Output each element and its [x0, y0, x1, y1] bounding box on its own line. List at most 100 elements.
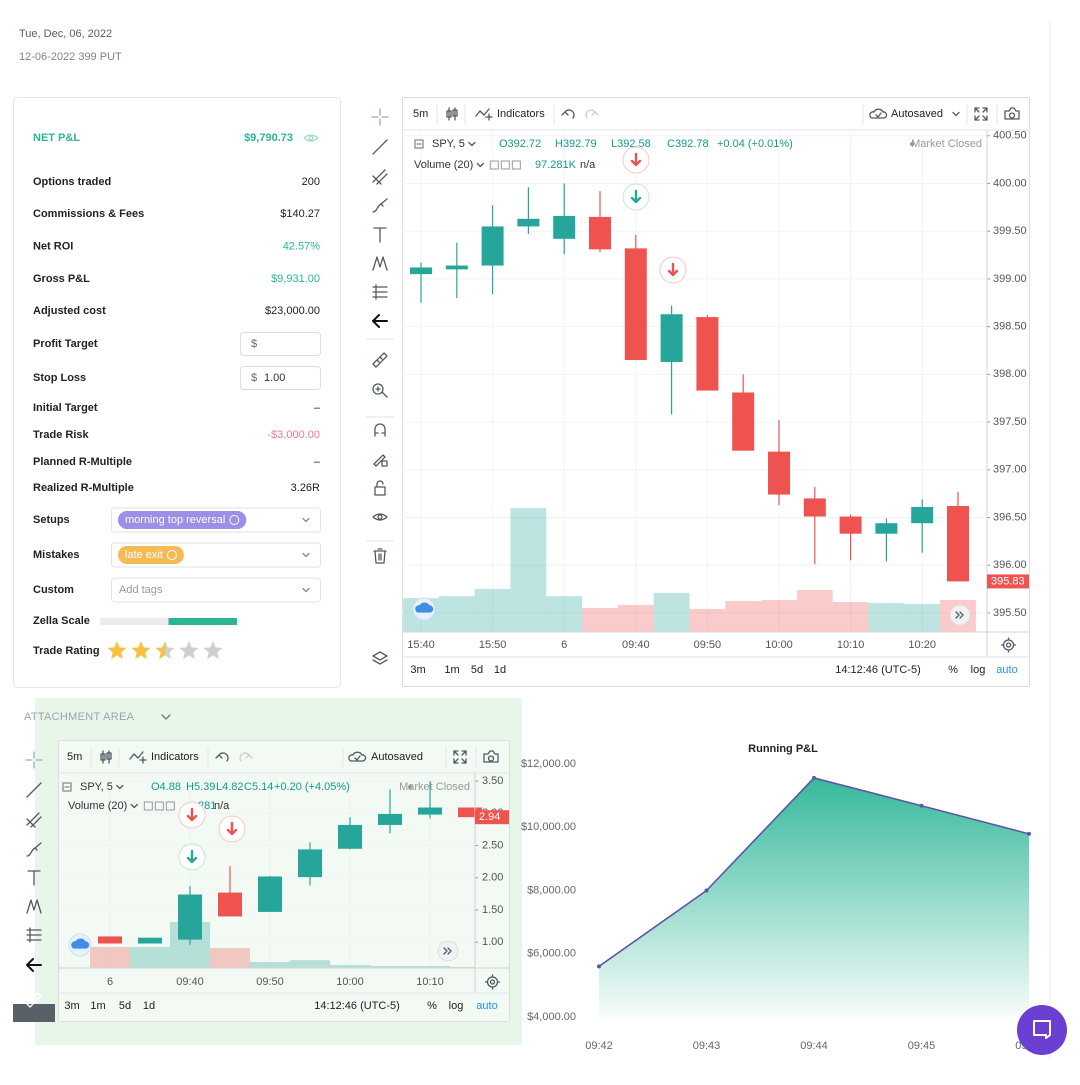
- scroll-badge[interactable]: [949, 604, 971, 626]
- stats-card: [13, 97, 341, 688]
- autosaved-button[interactable]: Autosaved: [371, 751, 423, 763]
- camera-icon[interactable]: [1004, 107, 1020, 120]
- tool-zoom[interactable]: [372, 383, 388, 398]
- tool-text[interactable]: [373, 227, 387, 243]
- tool-fib[interactable]: [26, 927, 42, 943]
- interval-button[interactable]: 5m: [67, 751, 82, 763]
- tool-brush[interactable]: [372, 198, 388, 213]
- autosaved-button[interactable]: Autosaved: [891, 108, 943, 120]
- interval-button[interactable]: 5m: [413, 108, 428, 120]
- undo-icon[interactable]: [215, 752, 229, 762]
- tag-remove[interactable]: [166, 550, 177, 560]
- scale-option[interactable]: %: [427, 1000, 437, 1012]
- y-tick-label: 399.50: [993, 225, 1027, 237]
- last-price-label: 395.83: [991, 575, 1025, 587]
- scale-option[interactable]: %: [948, 664, 958, 676]
- tool-cross[interactable]: [25, 751, 43, 769]
- scroll-badge[interactable]: [437, 940, 459, 962]
- tool-back[interactable]: [26, 958, 42, 972]
- range-button[interactable]: 5d: [471, 664, 483, 676]
- volume-extra: n/a: [214, 800, 230, 812]
- symbol-label[interactable]: SPY, 5: [80, 781, 113, 793]
- tool-fork[interactable]: [26, 812, 42, 828]
- volume-bar: [410, 966, 450, 968]
- scale-option[interactable]: log: [449, 1000, 464, 1012]
- legend-button[interactable]: [511, 160, 521, 170]
- data-point: [597, 964, 601, 969]
- chart-card: [58, 740, 510, 1022]
- expand-icon[interactable]: [453, 750, 467, 764]
- cloud-icon[interactable]: [869, 108, 888, 119]
- tool-back[interactable]: [372, 314, 388, 328]
- text-input[interactable]: [240, 366, 321, 390]
- range-button[interactable]: 1m: [444, 664, 459, 676]
- tool-text[interactable]: [27, 870, 41, 886]
- volume-bar: [510, 508, 547, 632]
- range-button[interactable]: 1m: [90, 1000, 105, 1012]
- rating-star[interactable]: [155, 641, 175, 660]
- tool-layers[interactable]: [372, 651, 388, 665]
- ohlc-value: +0.04 (+0.01%): [717, 138, 793, 150]
- cloud-icon[interactable]: [348, 751, 367, 762]
- tool-trash[interactable]: [373, 548, 387, 564]
- legend-button[interactable]: [154, 801, 164, 811]
- tool-fib[interactable]: [372, 284, 388, 300]
- chat-button[interactable]: [1017, 1005, 1067, 1055]
- tool-eye[interactable]: [372, 513, 388, 521]
- indicators-button[interactable]: Indicators: [497, 108, 545, 120]
- tool-cross[interactable]: [371, 108, 389, 126]
- expand-icon[interactable]: [974, 107, 988, 121]
- indicators-icon[interactable]: [475, 108, 493, 121]
- tool-line[interactable]: [372, 139, 388, 155]
- tool-ruler[interactable]: [372, 352, 388, 368]
- legend-button[interactable]: [143, 801, 153, 811]
- scale-option[interactable]: log: [971, 664, 986, 676]
- x-tick-label: 09:40: [622, 639, 650, 651]
- tag-pill: [118, 511, 247, 529]
- stat-label: Commissions & Fees: [33, 208, 144, 220]
- tool-brush[interactable]: [26, 842, 42, 857]
- tool-pattern[interactable]: [372, 256, 388, 271]
- volume-bar: [290, 960, 330, 968]
- tool-magnet[interactable]: [374, 423, 386, 437]
- dropdown-caret: [130, 803, 138, 809]
- tool-lock[interactable]: [374, 480, 386, 496]
- tool-line[interactable]: [26, 782, 42, 798]
- legend-button[interactable]: [500, 160, 510, 170]
- camera-icon[interactable]: [483, 750, 499, 763]
- range-button[interactable]: 5d: [119, 1000, 131, 1012]
- eye-icon[interactable]: [303, 134, 319, 142]
- range-button[interactable]: 1d: [143, 1000, 155, 1012]
- settings-icon[interactable]: [1000, 637, 1017, 653]
- bars-icon[interactable]: [100, 750, 112, 764]
- indicators-icon[interactable]: [129, 751, 147, 764]
- tool-pattern[interactable]: [26, 899, 42, 914]
- indicators-button[interactable]: Indicators: [151, 751, 199, 763]
- volume-bar: [130, 946, 170, 968]
- bars-icon[interactable]: [446, 107, 458, 121]
- text-input[interactable]: [240, 332, 321, 356]
- undo-icon[interactable]: [561, 109, 575, 119]
- x-tick-label: 09:50: [256, 976, 284, 988]
- tool-fork[interactable]: [372, 169, 388, 185]
- rating-star[interactable]: [179, 641, 199, 660]
- scale-option[interactable]: auto: [996, 664, 1017, 676]
- range-button[interactable]: 3m: [64, 1000, 79, 1012]
- settings-icon[interactable]: [484, 974, 501, 990]
- rating-star[interactable]: [203, 641, 223, 660]
- volume-bar: [582, 607, 618, 632]
- tool-pencil[interactable]: [373, 454, 388, 467]
- symbol-label[interactable]: SPY, 5: [432, 138, 465, 150]
- tag-remove[interactable]: [229, 515, 240, 525]
- legend-button[interactable]: [165, 801, 175, 811]
- rating-star[interactable]: [107, 641, 127, 660]
- range-button[interactable]: 3m: [410, 664, 425, 676]
- scale-option[interactable]: auto: [476, 1000, 497, 1012]
- rating-star[interactable]: [131, 641, 151, 660]
- tool-ruler[interactable]: [26, 992, 42, 1008]
- legend-button[interactable]: [489, 160, 499, 170]
- stat-value: –: [314, 456, 321, 468]
- range-button[interactable]: 1d: [494, 664, 506, 676]
- attachment-title: ATTACHMENT AREA: [24, 711, 135, 723]
- tag-select[interactable]: [111, 577, 321, 603]
